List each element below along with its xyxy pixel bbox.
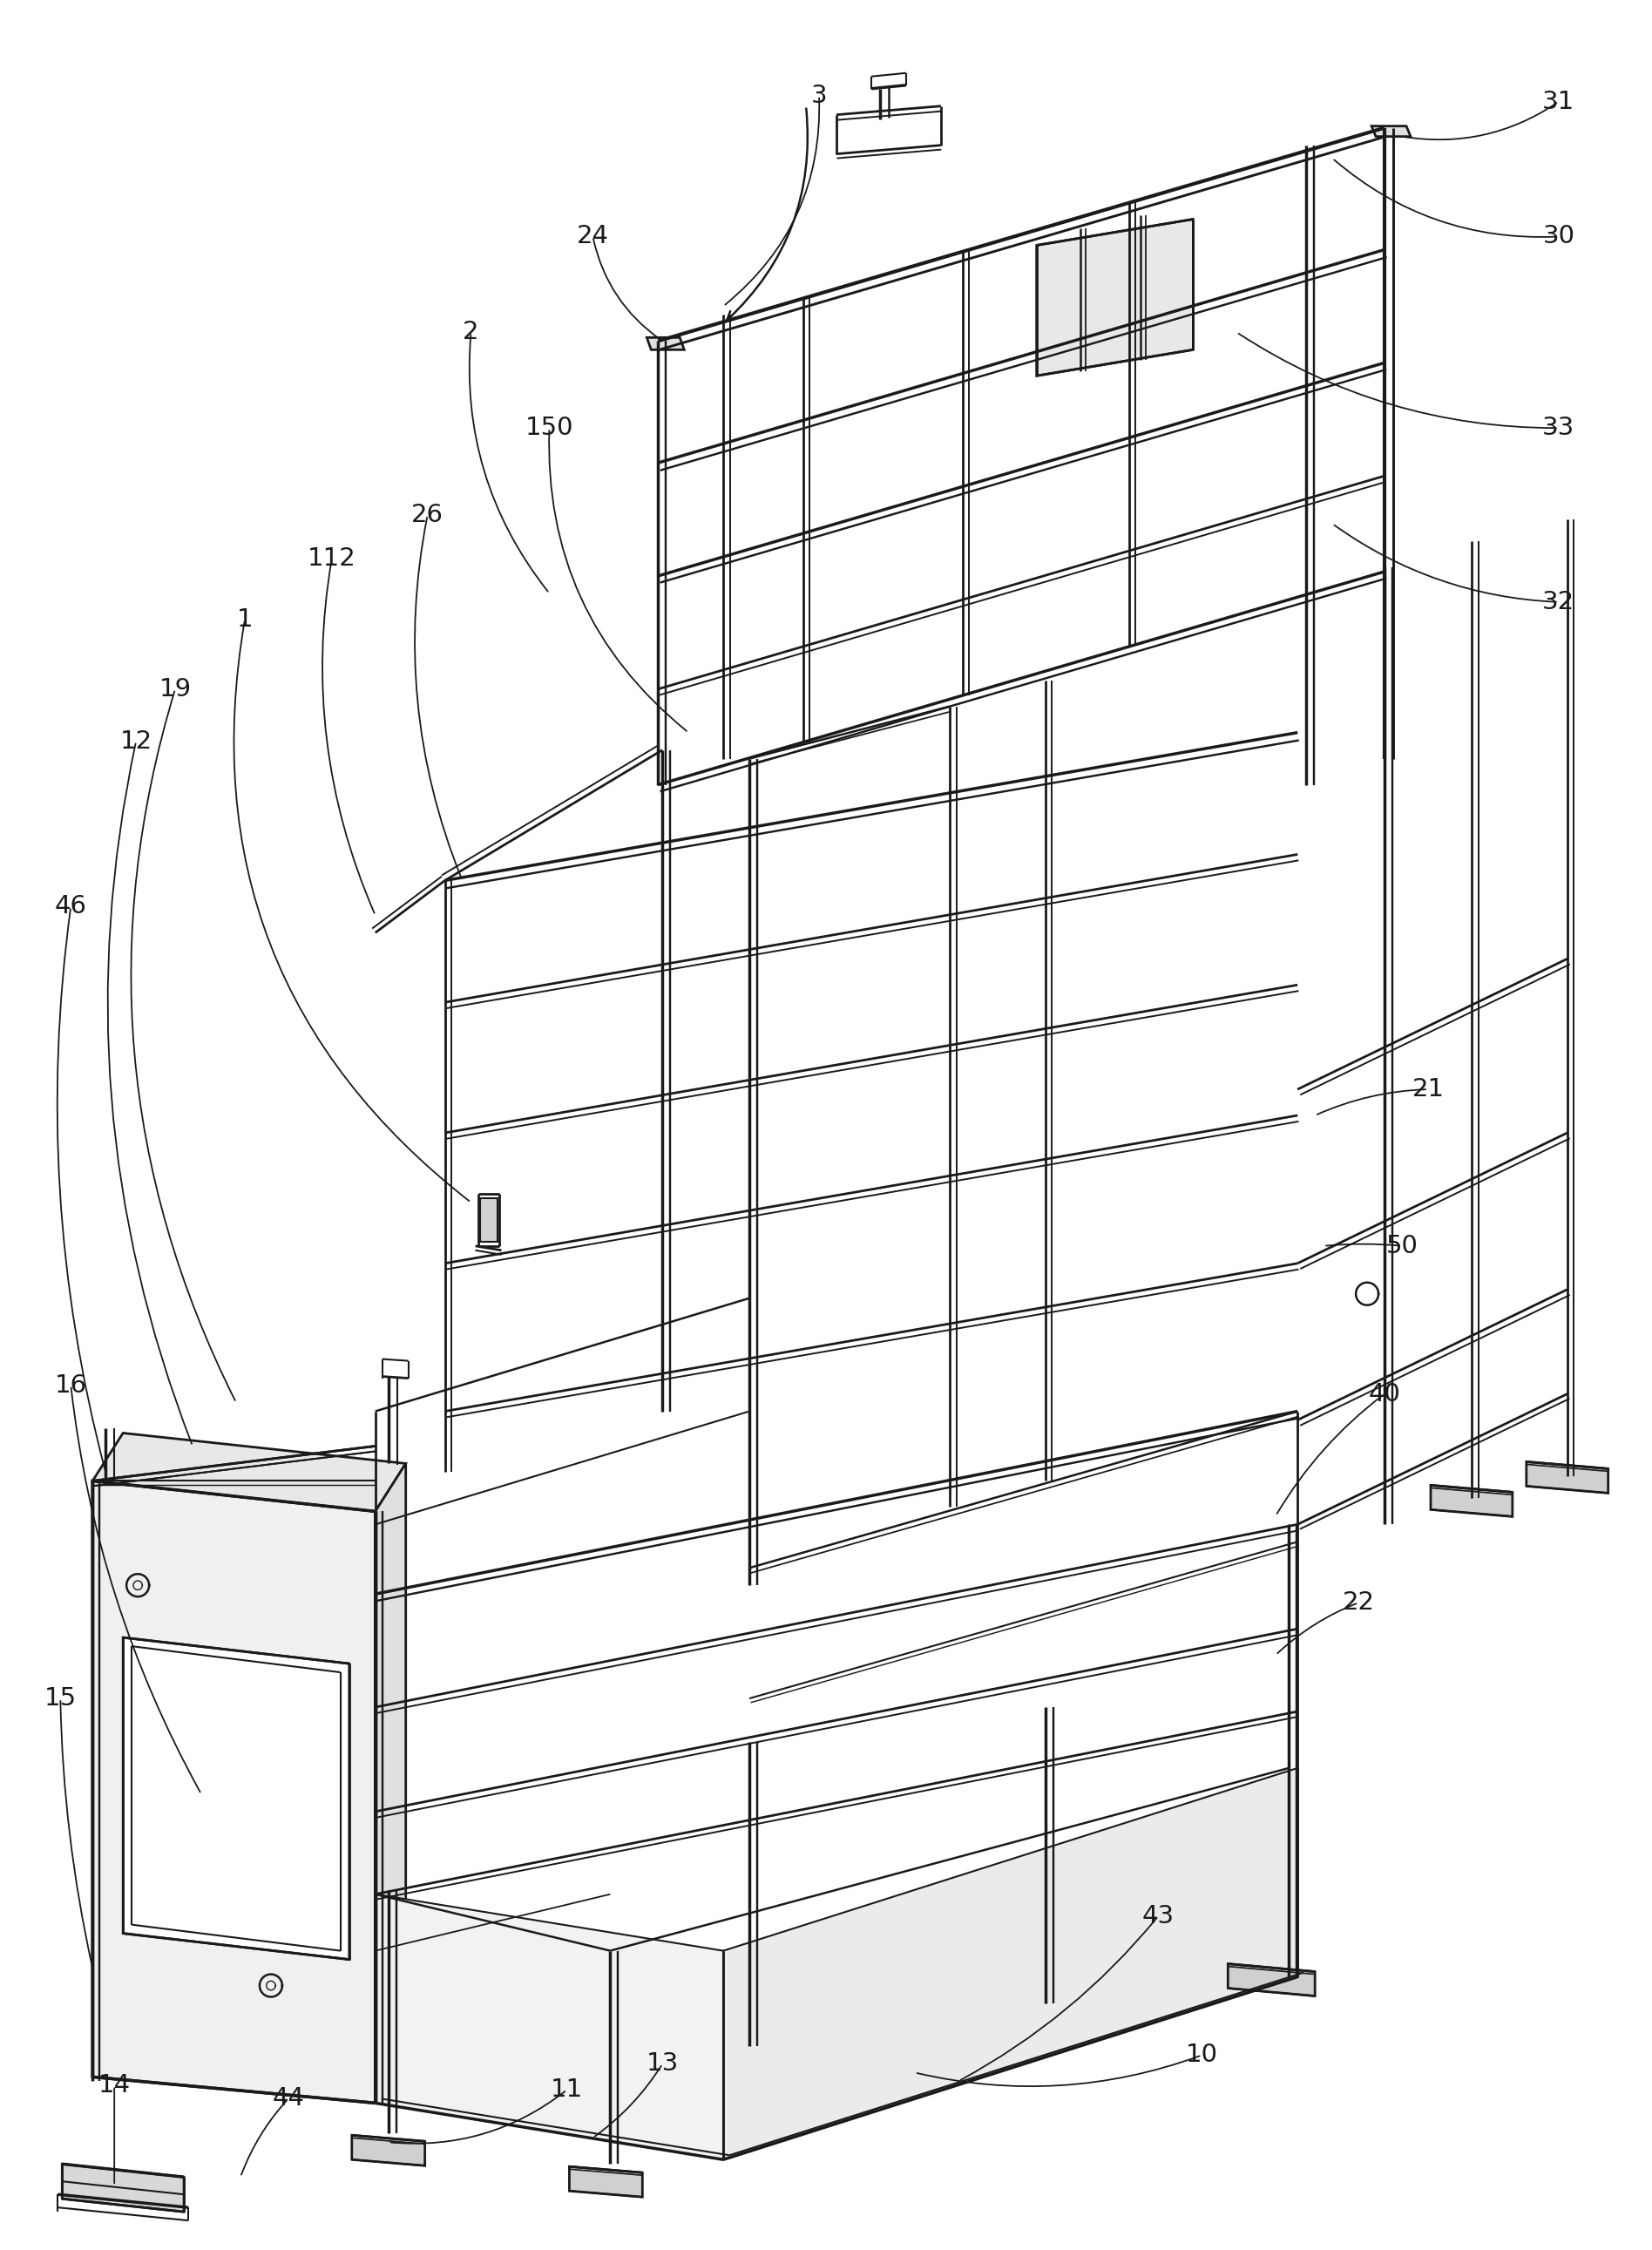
Text: 19: 19: [159, 677, 192, 702]
Polygon shape: [1036, 218, 1193, 376]
Text: 150: 150: [525, 416, 573, 441]
Polygon shape: [375, 1462, 406, 2104]
Polygon shape: [570, 2167, 643, 2196]
Text: 43: 43: [1142, 1903, 1175, 1928]
Text: 11: 11: [550, 2077, 583, 2102]
Polygon shape: [93, 1433, 406, 1512]
Text: 12: 12: [121, 729, 152, 754]
Text: 21: 21: [1412, 1078, 1444, 1102]
Polygon shape: [479, 1197, 497, 1242]
Polygon shape: [63, 2164, 183, 2212]
Polygon shape: [1431, 1485, 1513, 1517]
Text: 40: 40: [1368, 1381, 1401, 1406]
Polygon shape: [1227, 1964, 1315, 1996]
Polygon shape: [1371, 126, 1411, 137]
Text: 16: 16: [55, 1372, 88, 1397]
Polygon shape: [122, 1638, 349, 1960]
Text: 31: 31: [1543, 90, 1574, 115]
Text: 2: 2: [463, 319, 479, 344]
Polygon shape: [1526, 1462, 1607, 1494]
Polygon shape: [352, 2135, 425, 2167]
Text: 50: 50: [1386, 1233, 1417, 1258]
Polygon shape: [375, 1894, 724, 2160]
Text: 33: 33: [1543, 416, 1574, 441]
Text: 22: 22: [1343, 1591, 1374, 1615]
Text: 26: 26: [411, 502, 444, 527]
Polygon shape: [93, 1480, 375, 2104]
Text: 32: 32: [1543, 590, 1574, 614]
Polygon shape: [648, 338, 684, 349]
Text: 46: 46: [55, 895, 88, 918]
Text: 3: 3: [811, 83, 828, 108]
Text: 10: 10: [1186, 2043, 1218, 2068]
Text: 44: 44: [273, 2086, 304, 2110]
Text: 14: 14: [97, 2074, 131, 2097]
Text: 112: 112: [307, 547, 357, 572]
Text: 1: 1: [236, 608, 253, 632]
Text: 15: 15: [45, 1685, 76, 1710]
Text: 30: 30: [1543, 225, 1574, 250]
Text: 13: 13: [646, 2052, 679, 2077]
Polygon shape: [724, 1768, 1297, 2160]
Text: 24: 24: [577, 225, 610, 250]
